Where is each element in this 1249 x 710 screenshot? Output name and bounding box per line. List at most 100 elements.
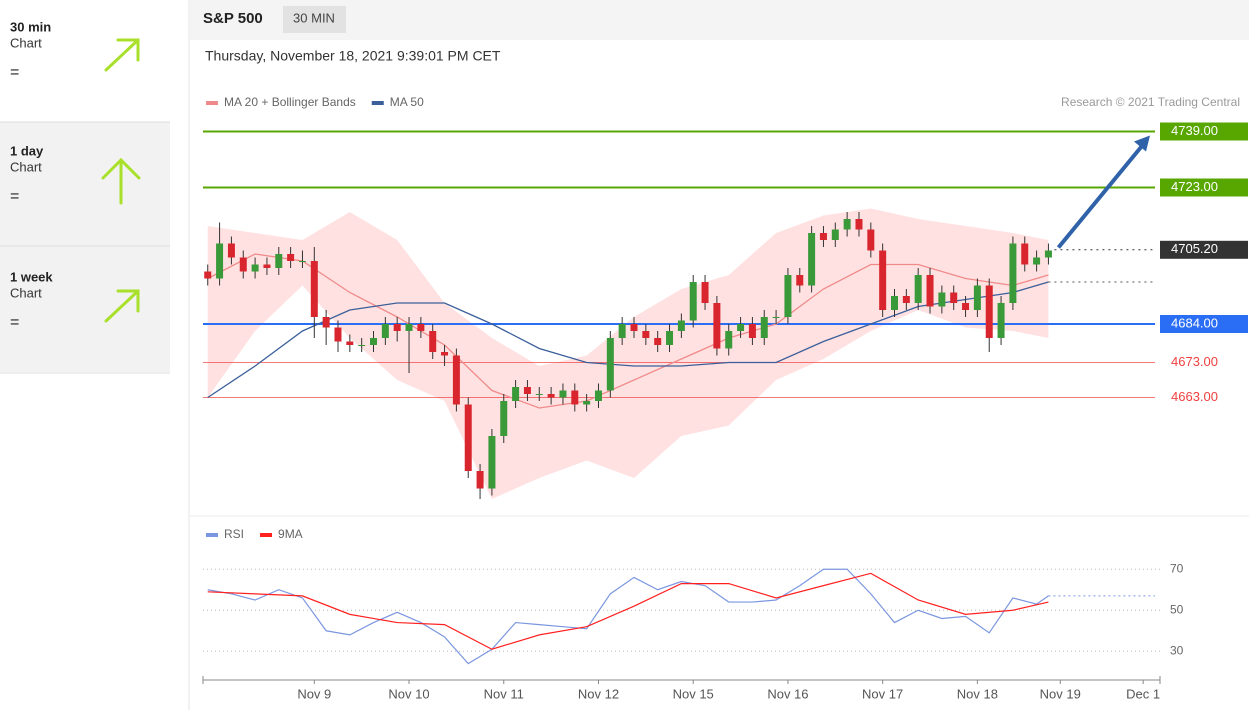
- candle-body: [571, 390, 579, 405]
- y-tick-label: 70: [1170, 561, 1184, 575]
- candle-body: [677, 320, 685, 331]
- candle-body: [642, 331, 650, 338]
- candle-body: [298, 261, 306, 262]
- level-label: 4723.00: [1171, 179, 1218, 194]
- label: Chart: [10, 159, 42, 174]
- candle-body: [926, 275, 934, 307]
- timestamp: Thursday, November 18, 2021 9:39:01 PM C…: [205, 48, 501, 64]
- candle-body: [891, 296, 899, 310]
- label: Chart: [10, 35, 42, 50]
- legend-label: MA 50: [390, 95, 424, 109]
- trend-icons: [101, 38, 141, 323]
- level-box: [1160, 178, 1248, 197]
- candle-body: [808, 233, 816, 286]
- period: 1 day: [10, 143, 44, 158]
- legend-label: 9MA: [278, 527, 303, 541]
- candle-body: [784, 275, 792, 317]
- arrow-head: [1134, 135, 1150, 152]
- candle-body: [938, 292, 946, 307]
- bollinger-band: [207, 208, 1049, 499]
- candle-body: [310, 261, 318, 317]
- level-box: [1160, 122, 1248, 141]
- candle-body: [843, 219, 851, 230]
- candle-body: [547, 394, 555, 398]
- candle-body: [689, 282, 697, 321]
- candle-body: [867, 229, 875, 251]
- level-label: 4705.20: [1171, 241, 1218, 256]
- y-tick-label: 30: [1170, 643, 1184, 657]
- x-tick-label: Nov 17: [862, 686, 903, 701]
- candle-body: [346, 341, 354, 345]
- candle-body: [796, 275, 804, 286]
- candle-body: [239, 257, 247, 272]
- candle-body: [322, 317, 330, 328]
- header-bar: [190, 0, 1249, 40]
- legend-swatch: [206, 533, 218, 537]
- x-tick-label: Nov 12: [578, 686, 619, 701]
- arrow-up-right: [104, 289, 140, 323]
- arrow-up: [101, 157, 141, 205]
- candle-body: [701, 282, 709, 303]
- candle-body: [666, 331, 674, 345]
- candle-body: [819, 233, 827, 240]
- candle-body: [1033, 257, 1041, 265]
- candle-body: [275, 254, 283, 268]
- forecast-arrow: [1056, 142, 1146, 249]
- candle-body: [216, 243, 224, 279]
- x-tick-label: Nov 19: [1040, 686, 1081, 701]
- level-label: 4739.00: [1171, 123, 1218, 138]
- candle-body: [760, 317, 768, 338]
- level-box: [1160, 240, 1248, 259]
- ma-line: [207, 253, 1049, 409]
- candle-body: [606, 338, 614, 391]
- candle-body: [737, 324, 745, 331]
- candle-body: [583, 401, 591, 405]
- legend-label: MA 20 + Bollinger Bands: [224, 95, 356, 109]
- rsi-line: [207, 568, 1049, 665]
- value: =: [10, 314, 19, 331]
- rsi-line: [207, 572, 1049, 650]
- x-tick-label: Nov 11: [484, 686, 524, 701]
- interval: 30 MIN: [293, 10, 335, 25]
- candle-body: [772, 317, 780, 318]
- candle-body: [370, 338, 378, 345]
- candle-body: [452, 355, 460, 405]
- legend-label: RSI: [224, 527, 244, 541]
- x-tick-label: Nov 16: [767, 686, 808, 701]
- candle-body: [1021, 243, 1029, 265]
- candle-body: [405, 324, 413, 331]
- candle-body: [713, 303, 721, 349]
- y-tick-label: 50: [1170, 602, 1184, 616]
- candle-body: [381, 324, 389, 338]
- candle-body: [393, 324, 401, 331]
- candle-body: [287, 254, 295, 261]
- candle-body: [1009, 243, 1017, 303]
- candle-body: [914, 275, 922, 303]
- candle-body: [725, 331, 733, 349]
- candle-body: [441, 352, 449, 356]
- value: =: [10, 64, 19, 81]
- candle-body: [535, 394, 543, 395]
- candle-body: [476, 471, 484, 489]
- arrow-up-right: [104, 38, 140, 72]
- candle-body: [973, 285, 981, 310]
- candle-body: [748, 324, 756, 338]
- candle-body: [985, 285, 993, 338]
- level-label: 4663.00: [1171, 389, 1218, 404]
- legend-swatch: [371, 101, 384, 105]
- x-tick-label: Nov 9: [297, 686, 331, 701]
- symbol: S&P 500: [203, 10, 263, 27]
- candle-body: [654, 338, 662, 345]
- candle-body: [358, 345, 366, 346]
- x-tick-label: Nov 10: [388, 686, 429, 701]
- candle-body: [204, 271, 212, 279]
- candle-body: [334, 327, 342, 342]
- sidebar-bg: [0, 122, 170, 372]
- candle-body: [263, 264, 271, 268]
- candle-body: [902, 296, 910, 303]
- candle-body: [512, 387, 520, 401]
- candle-body: [879, 250, 887, 310]
- candle-body: [417, 324, 425, 331]
- level-label: 4684.00: [1171, 315, 1218, 330]
